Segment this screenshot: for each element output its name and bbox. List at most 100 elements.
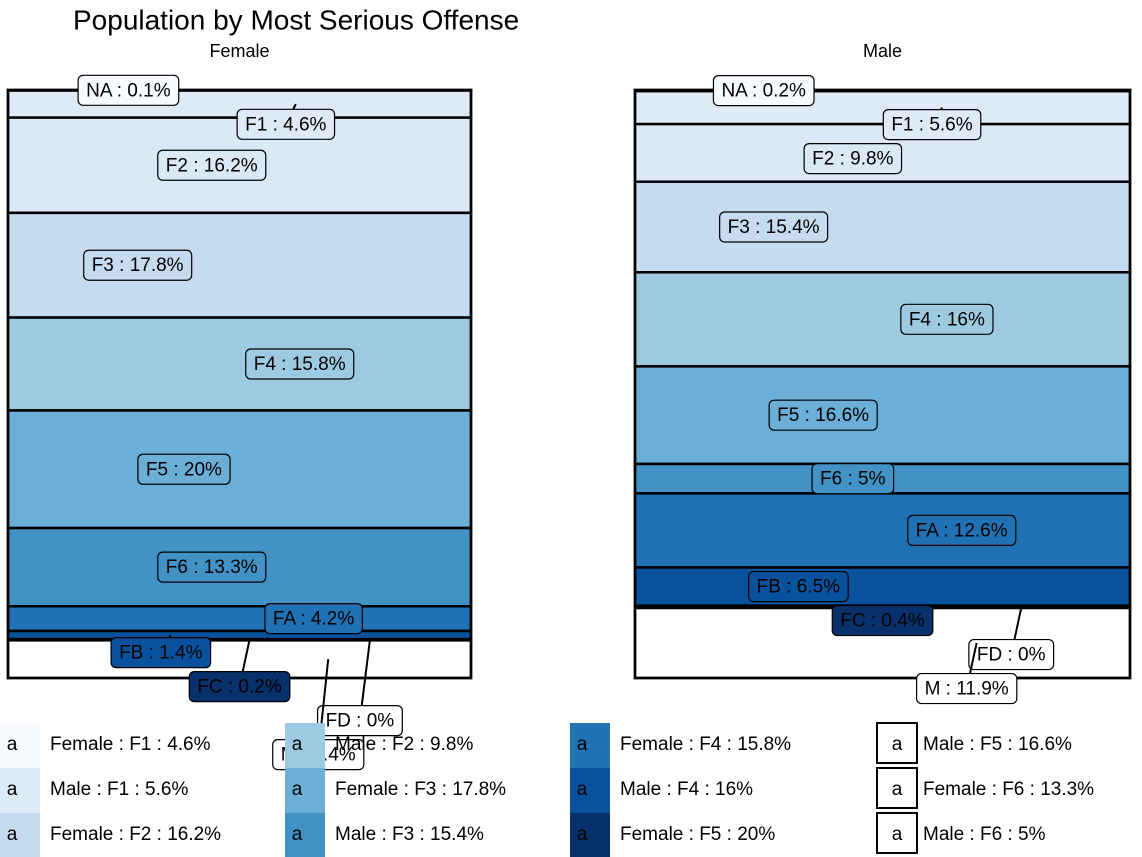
data-label-text: F4 : 15.8% — [254, 354, 346, 375]
bar-segment — [6, 605, 473, 633]
legend-key-text: a — [892, 734, 903, 755]
bar-segment — [6, 316, 473, 412]
data-label-text: FA : 12.6% — [916, 520, 1008, 541]
legend-key-text: a — [892, 779, 903, 800]
label-box — [915, 672, 1018, 705]
bar-segment — [633, 271, 1132, 368]
label-box — [831, 604, 934, 637]
legend-key — [285, 723, 325, 768]
bar-segment — [633, 492, 1132, 569]
legend-key-text: a — [7, 779, 18, 800]
data-label: F4 : 15.8% — [245, 348, 355, 380]
data-label-text: F1 : 4.6% — [245, 114, 326, 135]
data-label: F6 : 5% — [811, 463, 895, 495]
legend-label: Male : F6 : 5% — [923, 824, 1046, 845]
legend-label: Male : F5 : 16.6% — [923, 734, 1072, 755]
legend-label: Female : F2 : 16.2% — [50, 824, 221, 845]
data-label: FA : 4.2% — [264, 603, 363, 635]
legend-key-text: a — [7, 734, 18, 755]
legend-key — [570, 813, 610, 857]
legend-key — [570, 723, 610, 768]
legend-key — [876, 767, 918, 809]
data-label: M : 11.9% — [915, 642, 1018, 705]
chart-title: Population by Most Serious Offense — [73, 4, 519, 35]
legend-key — [876, 722, 918, 764]
legend-label: Male : F1 : 5.6% — [50, 779, 188, 800]
data-label-text: F2 : 9.8% — [812, 149, 893, 170]
bar-outline — [633, 88, 1132, 680]
label-box — [157, 551, 267, 583]
data-label: FD : 0% — [968, 607, 1055, 671]
legend-label: Female : F5 : 20% — [620, 824, 775, 845]
legend-key — [0, 813, 40, 857]
data-label-text: F2 : 16.2% — [166, 155, 258, 176]
data-label-text: FC : 0.2% — [197, 677, 282, 698]
data-label-text: FD : 0% — [977, 645, 1046, 666]
data-label-text: F5 : 16.6% — [777, 405, 869, 426]
bar-segment — [6, 211, 473, 319]
legend-label: Female : F6 : 13.3% — [923, 779, 1094, 800]
legend-key — [0, 768, 40, 813]
label-box — [882, 108, 982, 141]
bar-segment — [633, 89, 1132, 126]
label-box — [110, 637, 212, 669]
label-box — [900, 303, 994, 335]
data-label: NA : 0.2% — [712, 74, 815, 107]
data-label-text: F6 : 13.3% — [166, 557, 258, 578]
data-label: FA : 12.6% — [907, 514, 1017, 547]
label-box — [137, 453, 231, 485]
data-label-text: F1 : 5.6% — [891, 115, 972, 136]
data-label-text: NA : 0.2% — [721, 81, 806, 102]
panel-title: Male — [863, 41, 902, 61]
label-box — [77, 74, 180, 106]
data-label-text: FB : 6.5% — [757, 577, 841, 598]
label-box — [83, 249, 193, 281]
data-label: F4 : 16% — [900, 303, 994, 335]
bar-segment — [633, 180, 1132, 274]
data-label-text: FA : 4.2% — [273, 609, 354, 630]
legend-key — [0, 723, 40, 768]
legend-key — [285, 768, 325, 813]
label-box — [811, 463, 895, 495]
data-label: F3 : 17.8% — [83, 249, 193, 281]
legend-label: Female : F3 : 17.8% — [335, 779, 506, 800]
panel-title: Female — [209, 41, 269, 61]
label-box — [188, 671, 291, 703]
data-label-text: FD : 0% — [326, 711, 395, 732]
label-box — [768, 399, 878, 431]
label-box — [316, 705, 403, 737]
data-label: F5 : 16.6% — [768, 399, 878, 431]
bar-segment — [633, 566, 1132, 607]
data-label-text: F3 : 17.8% — [92, 255, 184, 276]
data-label-text: F6 : 5% — [820, 469, 886, 490]
legend-key-text: a — [577, 779, 588, 800]
data-label: F1 : 5.6% — [882, 107, 982, 141]
data-label: F5 : 20% — [137, 453, 231, 485]
data-label-text: FC : 0.4% — [840, 611, 925, 632]
data-label: FB : 1.4% — [110, 634, 212, 669]
label-box — [719, 211, 829, 243]
legend-key — [570, 768, 610, 813]
label-box — [245, 348, 355, 380]
data-label: F3 : 15.4% — [719, 211, 829, 243]
label-box — [748, 570, 849, 603]
data-label: F2 : 16.2% — [157, 149, 267, 181]
bar-segment — [633, 365, 1132, 466]
legend-key — [876, 812, 918, 854]
legend-label: Male : F3 : 15.4% — [335, 824, 484, 845]
data-label-text: F3 : 15.4% — [728, 217, 820, 238]
data-label: FD : 0% — [316, 640, 403, 737]
label-box — [712, 74, 815, 107]
legend-label: Male : F4 : 16% — [620, 779, 753, 800]
legend-key-text: a — [892, 824, 903, 845]
label-box — [264, 603, 363, 635]
data-label: F6 : 13.3% — [157, 551, 267, 583]
data-label-text: F4 : 16% — [909, 309, 985, 330]
data-label-text: F5 : 20% — [146, 459, 222, 480]
data-label: FB : 6.5% — [748, 570, 849, 603]
legend-label: Female : F1 : 4.6% — [50, 734, 211, 755]
legend-label: Male : F2 : 9.8% — [335, 734, 473, 755]
data-label: FC : 0.4% — [831, 604, 934, 637]
legend-key-text: a — [292, 779, 303, 800]
